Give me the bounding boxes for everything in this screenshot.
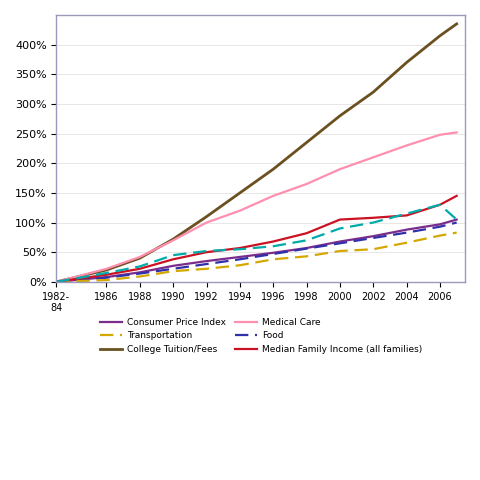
Legend: Consumer Price Index, Transportation, College Tuition/Fees, Medical Care, Food, : Consumer Price Index, Transportation, Co… [96,314,426,358]
